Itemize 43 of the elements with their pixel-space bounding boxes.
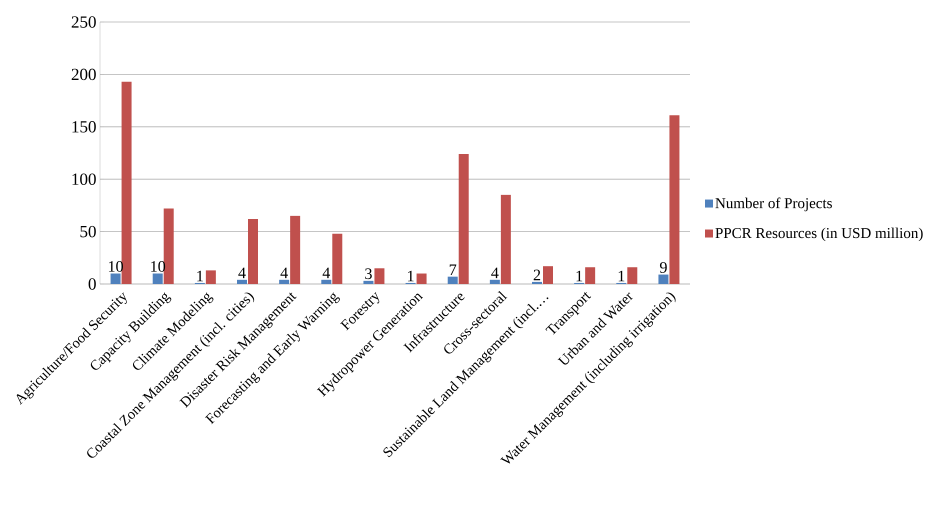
y-tick-label: 250 [72, 16, 96, 28]
bar [279, 280, 290, 284]
y-tick-label: 100 [72, 173, 96, 185]
bar [669, 115, 680, 284]
legend-label: PPCR Resources (in USD million) [715, 228, 923, 242]
bar [332, 234, 342, 284]
bar [543, 266, 554, 284]
data-label: 1 [408, 270, 414, 282]
y-tick-label: 200 [72, 68, 96, 80]
data-label: 4 [238, 268, 246, 278]
bar [248, 219, 258, 284]
y-tick-label: 150 [72, 121, 96, 133]
legend-label: Number of Projects [715, 198, 832, 212]
bar [164, 208, 174, 284]
bar [448, 276, 458, 284]
bar [363, 280, 374, 284]
bar [658, 274, 668, 284]
bar [152, 274, 163, 284]
bar [500, 194, 511, 284]
y-tick-label: 50 [80, 226, 96, 238]
data-label: 1 [618, 270, 624, 282]
bar [122, 82, 132, 284]
data-label: 1 [576, 270, 582, 282]
bar [585, 267, 596, 284]
bar [206, 270, 216, 284]
y-tick-label: 0 [88, 278, 96, 290]
bar [490, 280, 500, 284]
bar [290, 216, 300, 284]
data-label: 7 [450, 264, 456, 275]
bar [416, 274, 427, 284]
bar [374, 268, 384, 284]
data-label: 4 [280, 268, 288, 278]
data-label: 9 [660, 262, 667, 273]
bar [627, 267, 638, 284]
data-label: 2 [534, 270, 540, 280]
bar [458, 154, 469, 284]
data-label: 4 [322, 268, 330, 278]
bar [237, 280, 247, 284]
data-label: 3 [365, 268, 372, 280]
data-label: 1 [197, 270, 203, 282]
bar [321, 280, 332, 284]
data-label: 4 [491, 268, 499, 278]
bar [110, 274, 121, 284]
